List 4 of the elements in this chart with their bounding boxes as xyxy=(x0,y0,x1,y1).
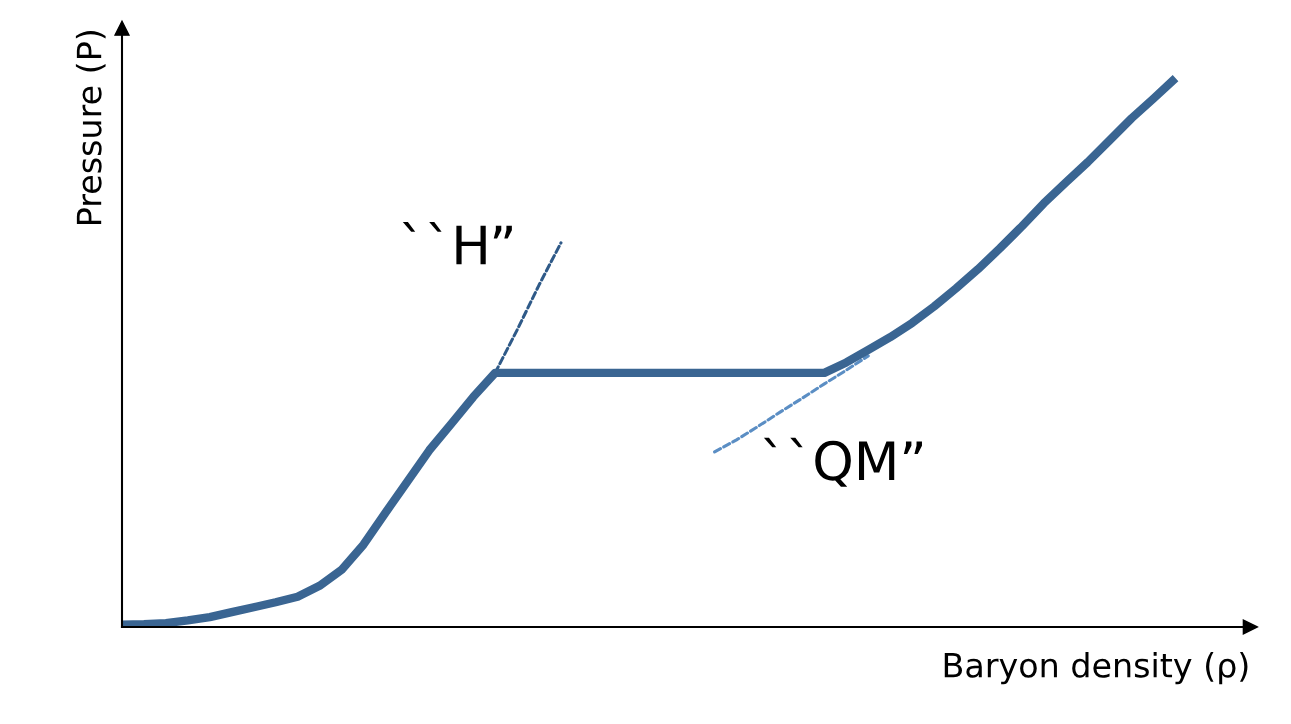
x-axis-title: Baryon density (ρ) xyxy=(944,651,1248,685)
annotation: ``QM” xyxy=(763,437,922,487)
annotation: ``H” xyxy=(402,222,512,265)
y-axis-title: Pressure (P) xyxy=(75,31,106,224)
